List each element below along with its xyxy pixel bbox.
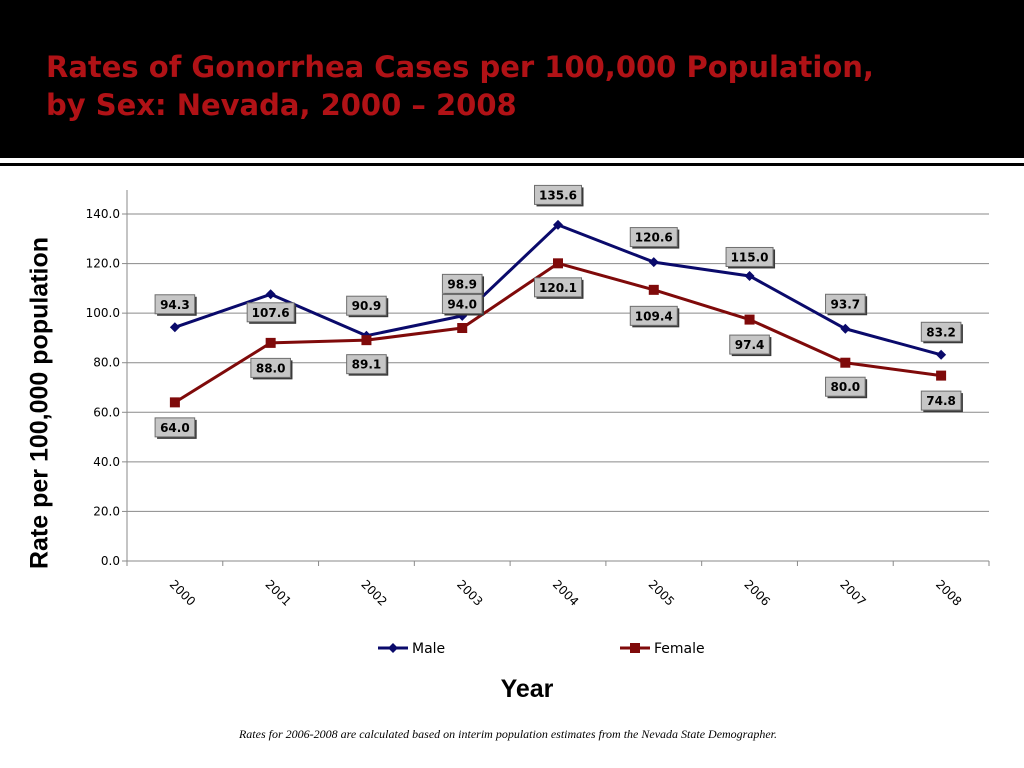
female-data-label-box xyxy=(250,357,291,378)
female-point xyxy=(169,397,180,408)
female-data-label-box xyxy=(729,334,770,355)
female-point xyxy=(744,314,755,325)
female-point xyxy=(265,337,276,348)
y-tick-label: 140.0 xyxy=(86,207,120,221)
title-banner: Rates of Gonorrhea Cases per 100,000 Pop… xyxy=(0,0,1024,158)
male-data-label: 90.9 xyxy=(352,299,382,313)
female-point xyxy=(361,335,372,346)
x-tick-label: 2001 xyxy=(263,577,294,608)
female-data-label-box xyxy=(534,277,582,298)
male-data-label: 135.6 xyxy=(539,188,577,202)
female-point xyxy=(553,258,563,269)
male-data-label: 120.6 xyxy=(635,231,673,245)
male-point xyxy=(553,219,563,230)
x-tick-label: 2002 xyxy=(358,577,389,608)
female-data-label-box xyxy=(346,354,387,375)
male-data-label-box xyxy=(629,227,678,248)
male-point xyxy=(840,323,851,334)
female-data-label-box xyxy=(825,376,866,397)
male-point xyxy=(648,257,659,268)
female-point xyxy=(457,323,468,334)
female-data-label-box xyxy=(154,417,196,438)
female-data-label: 88.0 xyxy=(256,361,286,375)
female-data-label-box xyxy=(441,294,483,315)
female-point xyxy=(936,370,947,381)
male-data-label-box xyxy=(441,273,483,294)
female-data-label: 80.0 xyxy=(831,380,861,394)
header-divider xyxy=(0,163,1024,166)
slide-title-line-1: Rates of Gonorrhea Cases per 100,000 Pop… xyxy=(46,50,874,84)
female-point xyxy=(840,357,851,368)
female-data-label: 89.1 xyxy=(352,358,382,372)
male-data-label: 93.7 xyxy=(831,297,861,311)
y-tick-label: 80.0 xyxy=(93,356,120,370)
male-point xyxy=(936,349,947,360)
male-point xyxy=(169,322,180,333)
x-tick-label: 2008 xyxy=(933,577,964,608)
legend-marker-male xyxy=(388,643,398,653)
legend-label-female: Female xyxy=(654,641,705,657)
y-tick-label: 0.0 xyxy=(101,554,120,568)
x-axis-title: Year xyxy=(500,675,554,703)
female-data-label: 109.4 xyxy=(635,309,673,323)
male-data-label-box xyxy=(920,321,962,342)
male-data-label-box xyxy=(725,246,774,267)
female-data-label: 120.1 xyxy=(539,281,577,295)
male-data-label: 94.3 xyxy=(160,298,190,312)
female-data-label-box xyxy=(629,305,678,326)
male-data-label-box xyxy=(534,184,582,205)
x-tick-label: 2006 xyxy=(741,577,772,608)
y-tick-label: 40.0 xyxy=(93,455,120,469)
x-tick-label: 2003 xyxy=(454,577,485,608)
x-tick-label: 2007 xyxy=(837,577,868,608)
y-tick-label: 60.0 xyxy=(93,405,120,419)
female-data-label-box xyxy=(920,390,962,411)
footnote: Rates for 2006-2008 are calculated based… xyxy=(238,727,778,741)
legend-marker-female xyxy=(630,643,640,653)
slide-title: Rates of Gonorrhea Cases per 100,000 Pop… xyxy=(46,48,874,124)
male-data-label-box xyxy=(154,294,196,315)
y-tick-label: 20.0 xyxy=(93,504,120,518)
x-tick-label: 2004 xyxy=(550,577,581,608)
male-data-label-box xyxy=(825,293,866,314)
male-point xyxy=(265,289,276,300)
legend-label-male: Male xyxy=(412,641,445,657)
female-data-label: 97.4 xyxy=(735,338,765,352)
male-data-label-box xyxy=(346,295,387,316)
female-point xyxy=(648,284,659,295)
male-data-label: 98.9 xyxy=(447,277,477,291)
male-data-label: 83.2 xyxy=(926,325,956,339)
male-data-label: 107.6 xyxy=(252,306,290,320)
x-tick-label: 2005 xyxy=(646,577,677,608)
female-data-label: 64.0 xyxy=(160,421,190,435)
male-data-label: 115.0 xyxy=(731,250,769,264)
female-data-label: 94.0 xyxy=(447,298,477,312)
y-axis-title: Rate per 100,000 population xyxy=(25,236,54,570)
x-tick-label: 2000 xyxy=(167,577,198,608)
male-point xyxy=(744,270,755,281)
y-tick-label: 100.0 xyxy=(86,306,120,320)
slide-title-line-2: by Sex: Nevada, 2000 – 2008 xyxy=(46,88,517,122)
female-data-label: 74.8 xyxy=(926,394,956,408)
y-tick-label: 120.0 xyxy=(86,257,120,271)
male-data-label-box xyxy=(246,302,295,323)
